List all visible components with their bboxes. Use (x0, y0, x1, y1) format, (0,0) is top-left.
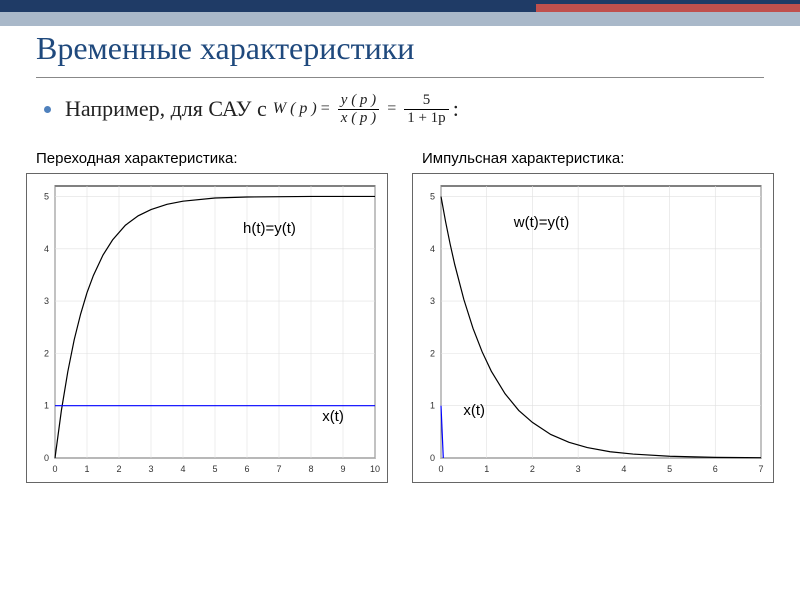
frac2-den: 1 + 1p (404, 110, 448, 127)
impulse-response-chart: 01234567012345w(t)=y(t)x(t) (412, 173, 774, 483)
transfer-function-formula: W ( p ) = y ( p ) x ( p ) = 5 1 + 1p (273, 92, 453, 126)
svg-text:7: 7 (276, 464, 281, 474)
svg-text:4: 4 (621, 464, 626, 474)
charts-row: Переходная характеристика: 0123456789100… (0, 150, 800, 483)
svg-text:5: 5 (430, 191, 435, 201)
svg-text:2: 2 (44, 348, 49, 358)
svg-text:2: 2 (430, 348, 435, 358)
svg-text:1: 1 (430, 401, 435, 411)
bullet-line: Например, для САУ с W ( p ) = y ( p ) x … (44, 92, 764, 126)
header-bar-accent (536, 4, 800, 12)
svg-text:5: 5 (667, 464, 672, 474)
formula-frac-yx: y ( p ) x ( p ) (338, 92, 379, 126)
svg-text:9: 9 (340, 464, 345, 474)
svg-text:6: 6 (244, 464, 249, 474)
chartA-title: Переходная характеристика: (36, 150, 388, 167)
svg-text:1: 1 (84, 464, 89, 474)
svg-text:6: 6 (713, 464, 718, 474)
chart-col-step: Переходная характеристика: 0 1 2 3 4 5 6 7 8 9 10 0… (26, 150, 388, 483)
frac1-num: y ( p ) (338, 92, 379, 110)
frac1-den: x ( p ) (338, 110, 379, 127)
formula-lhs: W ( p ) (273, 100, 317, 118)
bullet-suffix: : (453, 96, 459, 122)
slide-content: Временные характеристики Например, для С… (0, 12, 800, 126)
svg-text:5: 5 (44, 191, 49, 201)
header-bar-light (0, 12, 800, 26)
svg-text:0: 0 (430, 453, 435, 463)
formula-frac-num: 5 1 + 1p (404, 92, 448, 126)
frac2-num: 5 (404, 92, 448, 110)
svg-text:2: 2 (530, 464, 535, 474)
svg-text:3: 3 (430, 296, 435, 306)
svg-text:2: 2 (116, 464, 121, 474)
chartB-title: Импульсная характеристика: (422, 150, 774, 167)
header-bar (0, 0, 800, 12)
svg-text:3: 3 (148, 464, 153, 474)
slide-title: Временные характеристики (36, 30, 764, 78)
svg-text:3: 3 (44, 296, 49, 306)
svg-text:5: 5 (212, 464, 217, 474)
chart-col-impulse: Импульсная характеристика: 0 1 2 3 4 5 6 7 0 1 2 3 4… (412, 150, 774, 483)
svg-text:7: 7 (758, 464, 763, 474)
step-response-chart: 012345678910012345h(t)=y(t)x(t) (26, 173, 388, 483)
svg-text:8: 8 (308, 464, 313, 474)
svg-text:0: 0 (44, 453, 49, 463)
svg-text:1: 1 (484, 464, 489, 474)
svg-text:4: 4 (430, 244, 435, 254)
svg-text:0: 0 (52, 464, 57, 474)
svg-text:4: 4 (180, 464, 185, 474)
bullet-prefix: Например, для САУ с (65, 96, 267, 122)
svg-text:1: 1 (44, 401, 49, 411)
svg-text:0: 0 (438, 464, 443, 474)
svg-text:3: 3 (576, 464, 581, 474)
svg-text:10: 10 (370, 464, 380, 474)
bullet-icon (44, 106, 51, 113)
svg-text:4: 4 (44, 244, 49, 254)
